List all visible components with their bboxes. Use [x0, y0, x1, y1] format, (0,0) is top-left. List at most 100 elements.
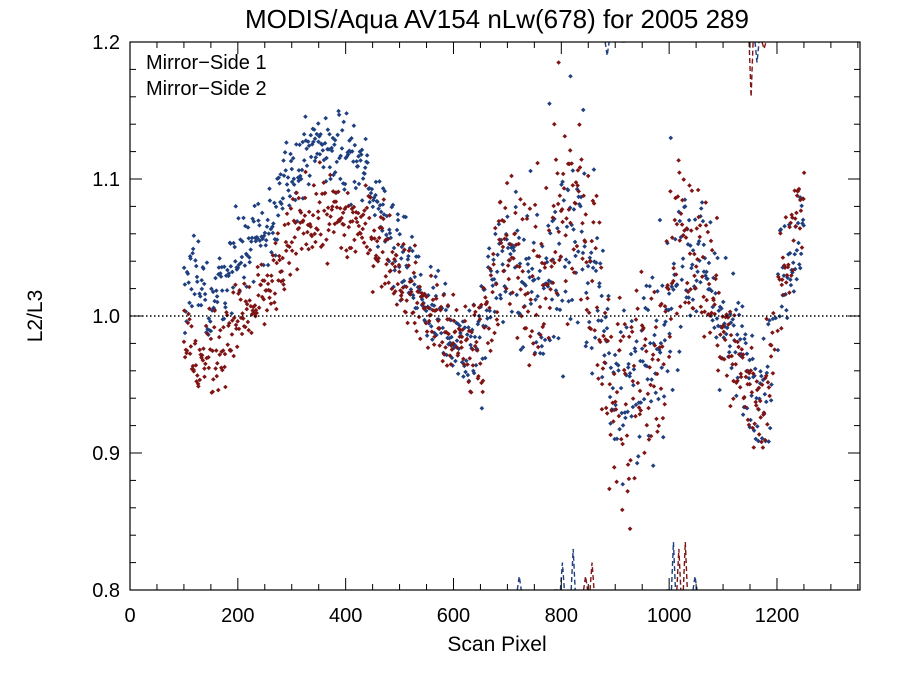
data-point: [458, 330, 463, 336]
legend-mirror-side-2: Mirror−Side 2: [146, 78, 267, 100]
data-point: [471, 368, 476, 374]
data-point: [348, 245, 354, 251]
data-point: [577, 202, 582, 207]
data-point: [787, 290, 792, 295]
data-point: [286, 188, 291, 193]
chart-title: MODIS/Aqua AV154 nLw(678) for 2005 289: [245, 4, 749, 34]
data-point: [677, 349, 682, 354]
data-point: [244, 306, 250, 312]
data-point: [384, 261, 389, 267]
data-point: [479, 380, 484, 386]
data-point: [537, 350, 543, 356]
data-point: [256, 293, 261, 298]
data-point: [344, 111, 349, 116]
data-point: [242, 263, 248, 268]
data-point: [264, 308, 270, 313]
data-point: [202, 291, 208, 297]
data-point: [622, 410, 628, 415]
data-point: [713, 273, 719, 278]
data-point: [541, 286, 547, 291]
data-point: [540, 243, 545, 249]
data-point: [499, 218, 505, 223]
data-point: [250, 216, 255, 222]
data-point: [560, 171, 566, 177]
data-point: [750, 356, 755, 362]
data-point: [311, 139, 316, 145]
data-point: [602, 310, 608, 316]
data-point: [215, 387, 221, 393]
data-point: [742, 404, 748, 410]
data-point: [228, 241, 233, 246]
data-point: [657, 347, 662, 353]
data-point: [701, 269, 707, 274]
data-point: [328, 214, 333, 219]
data-point: [339, 215, 344, 221]
data-point: [660, 415, 666, 421]
data-point: [753, 399, 758, 405]
data-point: [735, 300, 741, 306]
data-point: [243, 299, 249, 304]
data-point: [416, 254, 421, 259]
data-point: [296, 168, 302, 173]
data-point: [412, 320, 418, 326]
data-point: [238, 237, 243, 242]
scatter-points: [181, 60, 807, 532]
data-point: [549, 297, 555, 302]
dashed-spike: [516, 576, 522, 590]
data-point: [339, 146, 345, 151]
data-point: [666, 354, 672, 360]
data-point: [213, 366, 218, 371]
data-point: [271, 221, 276, 226]
data-point: [553, 157, 559, 163]
data-point: [767, 393, 772, 399]
data-point: [283, 248, 289, 254]
data-point: [207, 306, 212, 311]
data-point: [284, 182, 290, 187]
data-point: [637, 388, 643, 394]
data-point: [249, 235, 255, 241]
data-point: [450, 292, 456, 297]
data-point: [330, 204, 335, 209]
data-point: [765, 321, 771, 327]
data-point: [334, 205, 340, 210]
data-point: [528, 301, 534, 307]
data-point: [437, 343, 442, 348]
data-point: [701, 334, 707, 339]
data-point: [729, 365, 734, 371]
data-point: [632, 346, 638, 351]
data-point: [334, 159, 340, 165]
data-point: [535, 160, 540, 166]
data-point: [322, 140, 328, 146]
data-point: [356, 181, 362, 187]
data-point: [282, 286, 287, 292]
data-point: [713, 291, 718, 296]
data-point: [214, 294, 220, 299]
data-point: [641, 295, 647, 301]
data-point: [611, 465, 617, 470]
data-point: [285, 175, 291, 180]
data-point: [535, 344, 541, 350]
data-point: [284, 211, 290, 217]
data-point: [602, 360, 607, 365]
data-point: [545, 281, 551, 287]
data-point: [297, 142, 302, 148]
data-point: [234, 344, 240, 350]
data-point: [781, 292, 787, 298]
data-point: [520, 216, 525, 222]
data-point: [189, 286, 194, 292]
data-point: [327, 131, 332, 137]
data-point: [749, 393, 754, 398]
data-point: [763, 399, 769, 405]
data-point: [265, 217, 271, 223]
data-point: [409, 289, 414, 295]
data-point: [327, 164, 333, 170]
data-point: [251, 279, 256, 285]
data-point: [622, 321, 628, 327]
data-point: [785, 275, 790, 280]
data-point: [738, 371, 744, 377]
data-point: [679, 222, 685, 227]
data-point: [401, 278, 407, 284]
data-point: [584, 259, 589, 265]
data-point: [404, 284, 409, 290]
data-point: [300, 196, 306, 201]
